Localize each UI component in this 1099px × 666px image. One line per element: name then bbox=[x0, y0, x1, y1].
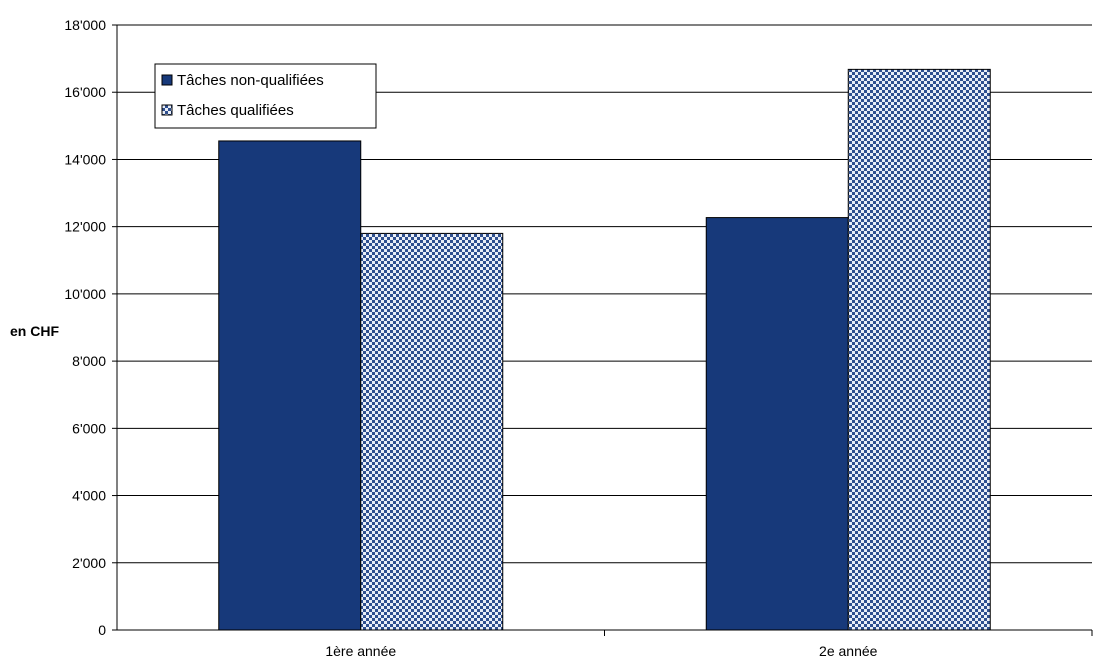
axes bbox=[112, 24, 1093, 636]
y-tick-label: 2'000 bbox=[72, 555, 106, 571]
y-tick-label: 18'000 bbox=[64, 17, 106, 33]
y-tick-label: 14'000 bbox=[64, 151, 106, 167]
bar bbox=[705, 217, 849, 631]
y-tick-label: 10'000 bbox=[64, 286, 106, 302]
legend-swatch bbox=[161, 74, 173, 86]
x-tick-label: 2e année bbox=[819, 643, 878, 659]
y-tick-label: 16'000 bbox=[64, 84, 106, 100]
y-tick-labels: 0 2'000 4'000 6'000 8'000 10'000 12'000 14'000 1… bbox=[64, 17, 106, 638]
bars bbox=[218, 68, 991, 631]
bar bbox=[847, 68, 991, 631]
x-tick-labels: 1ère année 2e année bbox=[325, 643, 877, 659]
y-axis-title: en CHF bbox=[10, 323, 59, 339]
legend-swatch bbox=[161, 104, 173, 116]
y-tick-label: 8'000 bbox=[72, 353, 106, 369]
y-tick-label: 6'000 bbox=[72, 420, 106, 436]
y-tick-label: 4'000 bbox=[72, 488, 106, 504]
legend: Tâches non-qualifiées Tâches qualifiées bbox=[154, 63, 377, 129]
legend-box bbox=[154, 63, 377, 129]
legend-label: Tâches non-qualifiées bbox=[177, 72, 324, 89]
legend-label: Tâches qualifiées bbox=[177, 102, 294, 119]
bar bbox=[360, 232, 504, 631]
bar bbox=[218, 140, 362, 631]
y-tick-label: 12'000 bbox=[64, 219, 106, 235]
x-tick-label: 1ère année bbox=[325, 643, 396, 659]
y-tick-label: 0 bbox=[98, 622, 106, 638]
